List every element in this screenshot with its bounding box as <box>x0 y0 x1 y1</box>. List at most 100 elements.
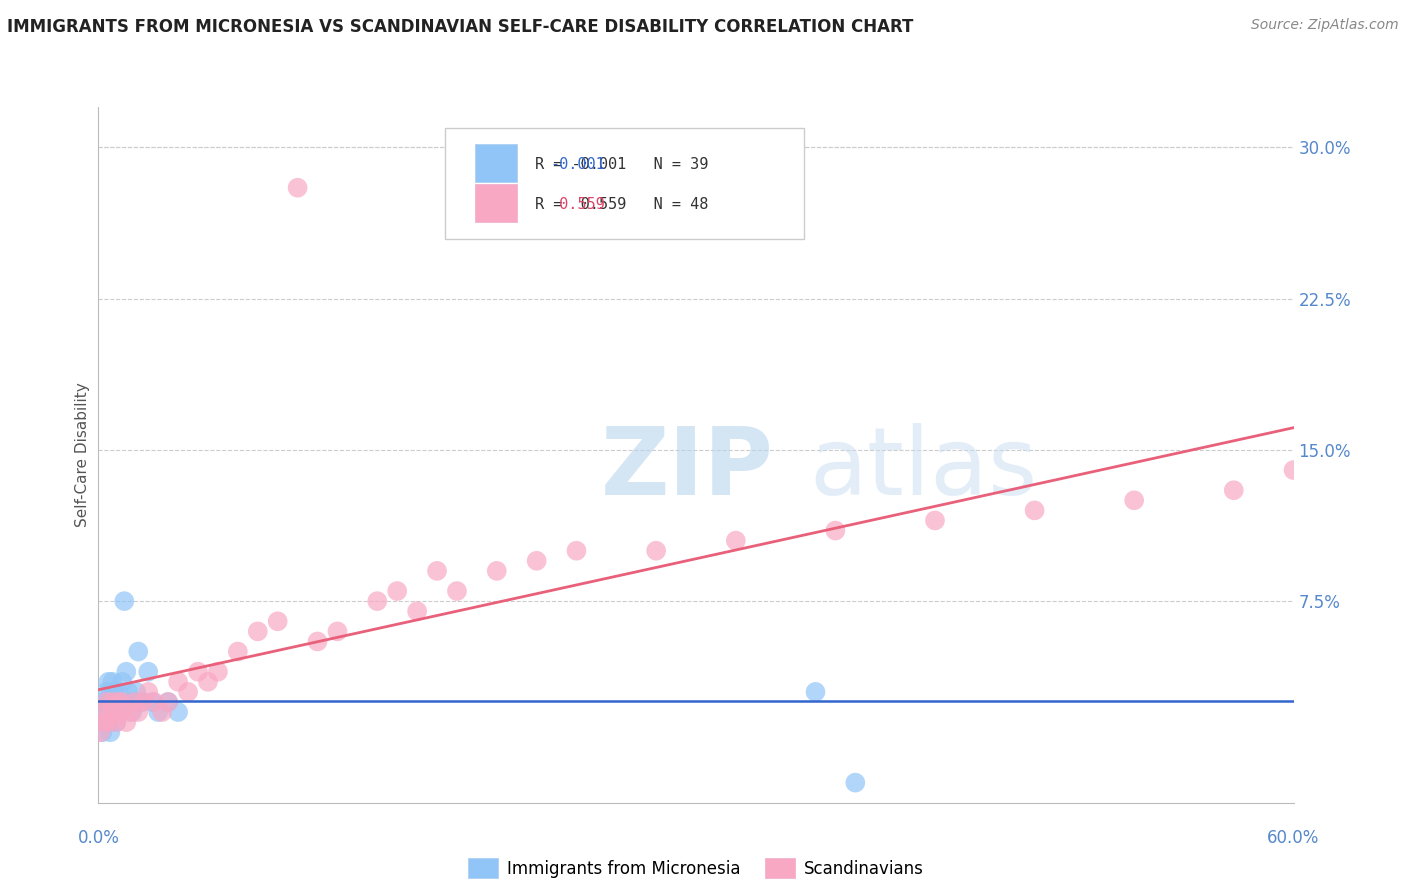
Point <box>105 715 128 730</box>
Text: 60.0%: 60.0% <box>1267 829 1320 847</box>
Point <box>107 695 129 709</box>
Point <box>121 705 143 719</box>
Point <box>167 705 190 719</box>
Point <box>187 665 209 679</box>
FancyBboxPatch shape <box>444 128 804 239</box>
Point <box>115 715 138 730</box>
Point <box>93 715 115 730</box>
Point <box>105 715 128 730</box>
Point <box>107 705 129 719</box>
Point <box>97 695 120 709</box>
Point <box>91 705 114 719</box>
Legend: Immigrants from Micronesia, Scandinavians: Immigrants from Micronesia, Scandinavian… <box>461 851 931 885</box>
Text: 0.0%: 0.0% <box>77 829 120 847</box>
Point <box>96 695 118 709</box>
Point <box>131 695 153 709</box>
Point <box>197 674 219 689</box>
Point <box>103 705 125 719</box>
Text: Source: ZipAtlas.com: Source: ZipAtlas.com <box>1251 18 1399 32</box>
Text: R =  0.559   N = 48: R = 0.559 N = 48 <box>534 197 709 212</box>
Point <box>143 695 166 709</box>
Point <box>136 665 159 679</box>
Point <box>101 695 124 709</box>
Point <box>89 705 111 719</box>
Point <box>96 705 118 719</box>
Point <box>724 533 747 548</box>
Point <box>125 685 148 699</box>
Point <box>110 695 132 709</box>
Point <box>824 524 846 538</box>
Point <box>366 594 388 608</box>
Point <box>101 705 124 719</box>
Point <box>112 594 135 608</box>
Text: 0.559: 0.559 <box>550 197 605 212</box>
Point <box>136 685 159 699</box>
FancyBboxPatch shape <box>475 144 517 182</box>
Point <box>103 685 125 699</box>
Text: R = -0.001   N = 39: R = -0.001 N = 39 <box>534 157 709 172</box>
Text: ZIP: ZIP <box>600 423 773 515</box>
Point <box>120 705 142 719</box>
Point <box>115 665 138 679</box>
Point <box>226 644 249 658</box>
Y-axis label: Self-Care Disability: Self-Care Disability <box>75 383 90 527</box>
Point <box>141 695 163 709</box>
Point <box>111 695 134 709</box>
Point <box>526 554 548 568</box>
Text: IMMIGRANTS FROM MICRONESIA VS SCANDINAVIAN SELF-CARE DISABILITY CORRELATION CHAR: IMMIGRANTS FROM MICRONESIA VS SCANDINAVI… <box>7 18 914 36</box>
Point <box>100 685 122 699</box>
Point <box>117 685 139 699</box>
Point <box>124 695 146 709</box>
Point <box>406 604 429 618</box>
Text: -0.001: -0.001 <box>550 157 605 172</box>
Point <box>89 725 111 739</box>
Point <box>127 644 149 658</box>
Point <box>1024 503 1046 517</box>
Point <box>97 715 120 730</box>
Point <box>177 685 200 699</box>
Point <box>485 564 508 578</box>
Point <box>565 543 588 558</box>
Point <box>246 624 269 639</box>
Point <box>96 685 118 699</box>
Point <box>97 715 120 730</box>
FancyBboxPatch shape <box>475 184 517 222</box>
Point <box>844 775 866 789</box>
Point <box>100 705 122 719</box>
Point <box>97 674 120 689</box>
Point <box>103 705 125 719</box>
Point <box>101 674 124 689</box>
Point <box>157 695 180 709</box>
Point <box>287 180 309 194</box>
Point <box>1222 483 1246 498</box>
Point <box>120 695 142 709</box>
Point <box>131 695 153 709</box>
Point <box>924 513 946 527</box>
Point <box>101 695 124 709</box>
Point <box>148 705 170 719</box>
Point <box>100 705 122 719</box>
Point <box>100 725 122 739</box>
Point <box>426 564 449 578</box>
Text: atlas: atlas <box>810 423 1038 515</box>
Point <box>446 584 468 599</box>
Point <box>93 695 115 709</box>
Point <box>91 725 114 739</box>
Point <box>326 624 349 639</box>
Point <box>167 674 190 689</box>
Point <box>124 695 146 709</box>
Point <box>111 674 134 689</box>
Point <box>157 695 180 709</box>
Point <box>307 634 329 648</box>
Point <box>207 665 229 679</box>
Point <box>804 685 827 699</box>
Point <box>127 705 149 719</box>
Point <box>93 715 115 730</box>
Point <box>107 685 129 699</box>
Point <box>110 705 132 719</box>
Point <box>150 705 173 719</box>
Point <box>1123 493 1146 508</box>
Point <box>105 695 128 709</box>
Point <box>1282 463 1305 477</box>
Point <box>267 615 290 629</box>
